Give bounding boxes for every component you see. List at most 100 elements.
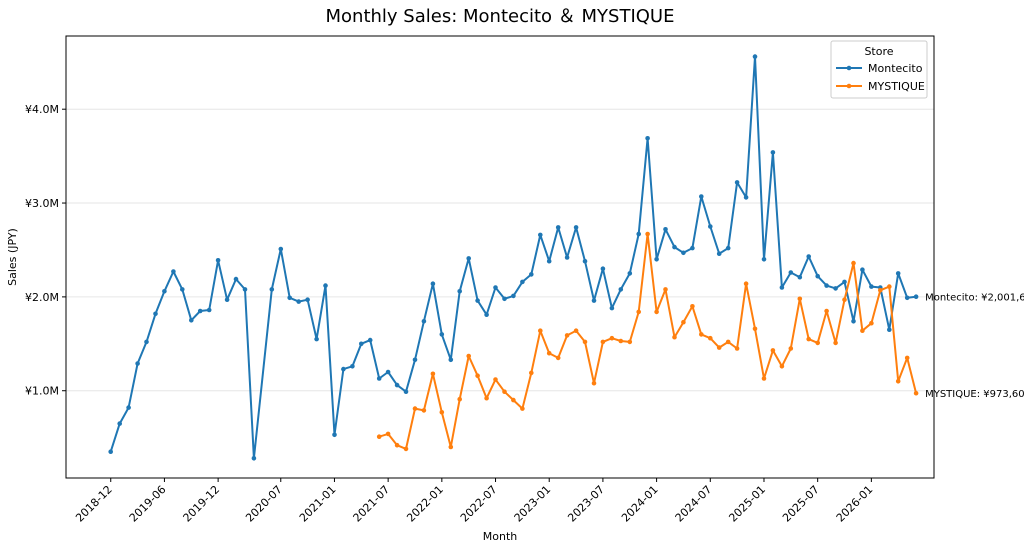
data-point [913,390,919,396]
x-axis: 2018-12 2019-06 2019-12 2020-07 2021-01 2021-… [73,478,875,525]
data-point [797,296,803,302]
data-point [681,250,686,256]
data-point [636,231,641,237]
data-point [233,276,239,282]
legend-item-mystique: MYSTIQUE [836,80,925,93]
data-point [475,373,480,379]
data-point [189,318,194,323]
data-point [743,281,749,287]
data-point [314,336,319,342]
x-tick-label: 2021-07 [351,483,393,525]
series-montecito [108,54,919,461]
data-point [654,257,659,262]
data-point [511,397,516,403]
y-tick-label: ¥2.0M [25,291,59,304]
x-tick-label: 2023-07 [565,483,607,525]
data-point [493,377,498,382]
data-point [734,346,740,351]
data-point [609,335,615,341]
data-point [690,245,695,251]
data-point [421,408,427,413]
data-point [609,305,615,311]
data-point [788,346,794,351]
data-point [376,376,382,381]
data-point [806,336,811,342]
y-tick-label: ¥3.0M [25,197,59,210]
x-tick-label: 2020-07 [243,483,285,525]
data-point [144,339,149,345]
legend: Store Montecito MYSTIQUE [830,40,928,99]
data-point [448,444,454,450]
data-point [457,289,463,294]
data-point [708,224,713,229]
data-point [251,456,257,461]
data-point [412,357,418,363]
data-point [663,287,668,292]
x-tick-label: 2022-01 [404,483,446,525]
data-point [815,340,820,346]
data-point [421,319,427,324]
data-point [573,225,579,230]
end-labels: Montecito: ¥2,001,650 MYSTIQUE: ¥973,604 [925,293,1024,400]
data-point [654,309,659,315]
data-point [117,421,122,426]
y-tick-label: ¥1.0M [25,385,59,398]
x-tick-label: 2026-01 [834,483,876,525]
data-point [385,431,391,437]
data-point [904,295,910,301]
data-point [779,285,785,290]
data-point [546,350,552,356]
data-point [725,245,731,251]
data-point [135,361,140,366]
data-point [645,231,650,237]
data-point [824,283,829,288]
y-axis-title: Sales (JPY) [6,228,19,286]
data-point [367,337,373,343]
data-point [797,274,803,280]
data-point [913,294,919,300]
data-point [412,406,418,411]
data-point [323,283,328,288]
data-point [555,225,561,230]
data-point [752,326,758,332]
data-point [770,150,776,155]
data-point [824,308,829,314]
data-point [591,380,597,386]
x-tick-label: 2018-12 [73,483,115,525]
data-point [162,289,167,294]
x-tick-label: 2025-01 [726,483,768,525]
data-point [851,319,856,324]
data-point [350,364,355,369]
data-point [833,286,838,291]
data-point [708,335,713,341]
x-tick-label: 2022-07 [458,483,500,525]
data-point [895,271,901,276]
legend-label: Montecito [868,62,923,75]
series-layer [108,54,919,461]
data-point [779,364,785,369]
legend-box [830,40,928,99]
data-point [385,369,391,375]
data-point [108,449,113,455]
data-point [895,379,901,384]
data-point [153,311,158,317]
data-point [860,328,865,334]
data-point [672,334,677,340]
legend-item-montecito: Montecito [836,62,923,75]
data-point [788,270,794,275]
data-point [582,339,588,345]
data-point [645,136,650,141]
data-point [180,287,185,292]
data-point [502,296,507,302]
data-point [636,309,641,315]
data-point [869,320,874,326]
end-label: Montecito: ¥2,001,650 [925,293,1024,304]
data-point [287,295,293,301]
y-axis: ¥1.0M ¥2.0M ¥3.0M ¥4.0M [25,103,66,398]
data-point [851,260,856,266]
data-point [493,285,498,290]
data-point [430,281,436,287]
data-point [171,269,176,274]
data-point [770,348,776,353]
